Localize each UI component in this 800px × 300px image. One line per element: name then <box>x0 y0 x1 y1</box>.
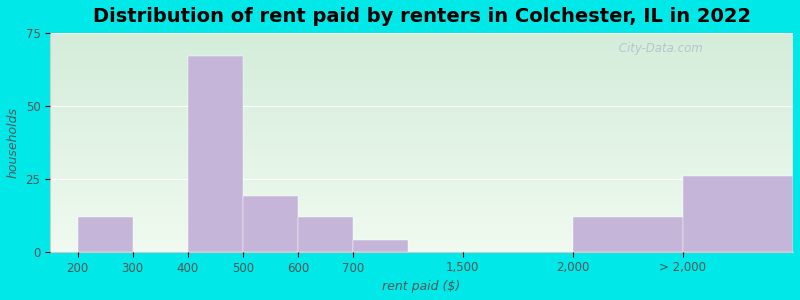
Bar <box>242 196 298 252</box>
X-axis label: rent paid ($): rent paid ($) <box>382 280 461 293</box>
Bar <box>573 217 683 252</box>
Bar <box>188 56 242 252</box>
Bar <box>683 176 793 252</box>
Bar <box>353 240 408 252</box>
Bar <box>78 217 133 252</box>
Y-axis label: households: households <box>7 107 20 178</box>
Title: Distribution of rent paid by renters in Colchester, IL in 2022: Distribution of rent paid by renters in … <box>93 7 750 26</box>
Bar <box>298 217 353 252</box>
Text: City-Data.com: City-Data.com <box>614 42 702 55</box>
